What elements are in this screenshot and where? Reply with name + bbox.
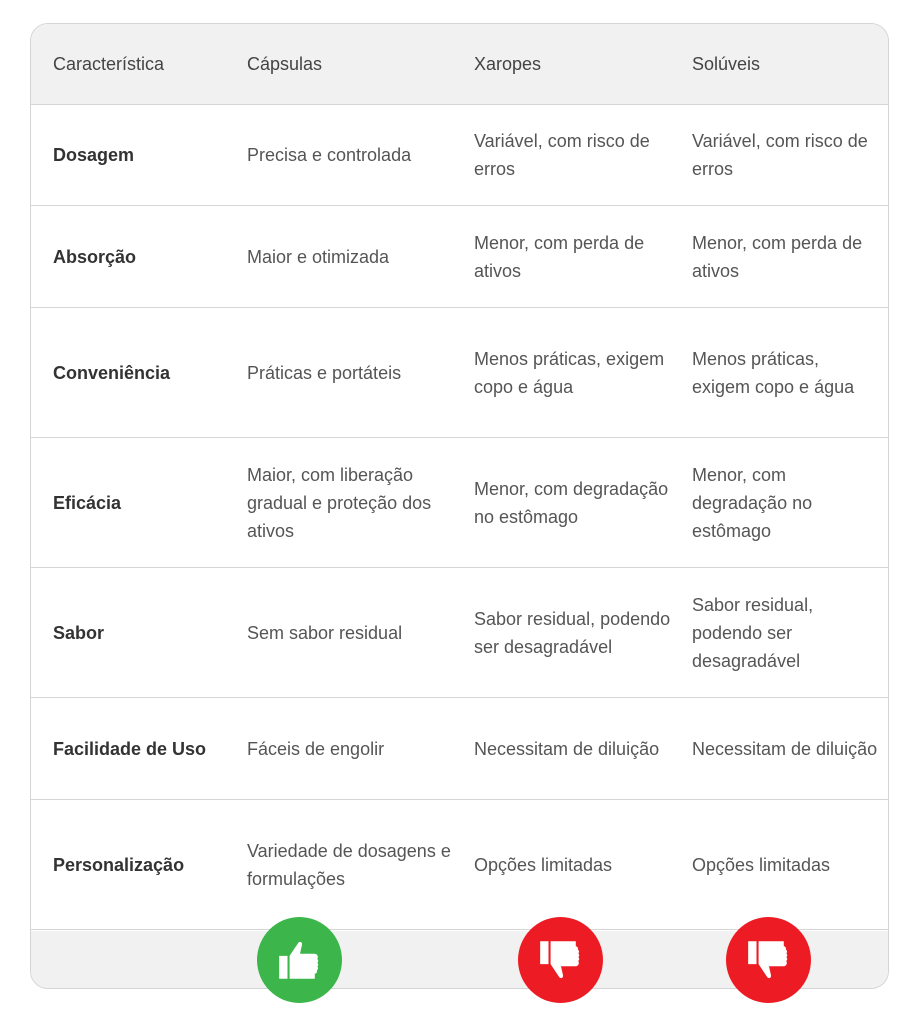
- row-label: Absorção: [53, 246, 137, 267]
- table-row: Dosagem Precisa e controlada Variável, com…: [31, 104, 888, 206]
- table-row: Eficácia Maior, com liberação gradual e p…: [31, 438, 888, 568]
- table-cell: Maior e otimizada: [247, 246, 390, 267]
- table-cell: Fáceis de engolir: [247, 738, 385, 759]
- table-row: Absorção Maior e otimizada Menor, com perd…: [31, 206, 888, 308]
- row-label: Eficácia: [53, 492, 122, 513]
- row-label: Conveniência: [53, 362, 171, 383]
- table-cell: Menor, com perda de ativos: [474, 232, 645, 281]
- row-label: Sabor: [53, 622, 105, 643]
- table-row: Sabor Sem sabor residual Sabor residual, p…: [31, 568, 888, 698]
- table-cell: Menor, com degradação no estômago: [474, 478, 669, 527]
- table-cell: Menos práticas, exigem copo e água: [474, 348, 665, 397]
- table-cell: Sabor residual, podendo ser desagradável: [474, 608, 671, 657]
- table-row: Personalização Variedade de dosagens e fo…: [31, 800, 888, 930]
- table-cell: Menor, com degradação no estômago: [692, 464, 813, 541]
- comparison-table: Característica Cápsulas Xaropes Solúveis…: [30, 23, 889, 989]
- table-cell: Menor, com perda de ativos: [692, 232, 863, 281]
- table-cell: Sabor residual, podendo ser desagradável: [692, 594, 814, 671]
- table-row: Conveniência Práticas e portáteis Menos pr…: [31, 308, 888, 438]
- table-cell: Variável, com risco de erros: [692, 130, 868, 179]
- table-row: Facilidade de Uso Fáceis de engolir Necess…: [31, 698, 888, 800]
- header-cell: Solúveis: [692, 54, 761, 74]
- table-cell: Necessitam de diluição: [474, 738, 660, 759]
- table-cell: Menos práticas, exigem copo e água: [692, 348, 855, 397]
- table-cell: Necessitam de diluição: [692, 738, 878, 759]
- thumbs-down-icon: [518, 917, 603, 1003]
- thumbs-up-icon: [257, 917, 342, 1003]
- table-cell: Opções limitadas: [474, 854, 613, 875]
- row-label: Facilidade de Uso: [53, 738, 207, 759]
- table-cell: Práticas e portáteis: [247, 362, 402, 383]
- row-label: Personalização: [53, 854, 185, 875]
- header-cell: Xaropes: [474, 54, 542, 74]
- table-cell: Variedade de dosagens e formulações: [247, 840, 451, 889]
- header-cell: Característica: [53, 54, 165, 74]
- thumbs-down-icon: [726, 917, 811, 1003]
- table-header-row: Característica Cápsulas Xaropes Solúveis: [31, 24, 888, 105]
- table-cell: Maior, com liberação gradual e proteção …: [247, 464, 432, 541]
- row-label: Dosagem: [53, 144, 135, 165]
- table-cell: Variável, com risco de erros: [474, 130, 650, 179]
- table-cell: Sem sabor residual: [247, 622, 403, 643]
- header-cell: Cápsulas: [247, 54, 323, 74]
- table-cell: Precisa e controlada: [247, 144, 412, 165]
- table-cell: Opções limitadas: [692, 854, 831, 875]
